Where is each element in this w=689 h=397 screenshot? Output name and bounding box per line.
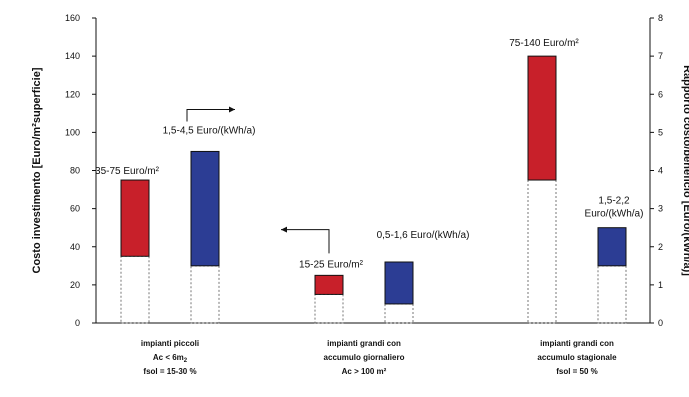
ratio-bar-dotted-base (597, 265, 627, 324)
y-right-axis-title: Rapporto costo/beneficio [Euro/(kWh/a)] (681, 65, 689, 276)
cost-bar-dotted-base (527, 179, 557, 324)
category-label-line-2: Ac < 6m2 (153, 353, 188, 364)
category-label-line-2: accumulo giornaliero (324, 353, 405, 362)
cost-bar-label: 15-25 Euro/m² (299, 259, 364, 270)
cost-bar-label: 35-75 Euro/m² (95, 166, 160, 177)
ratio-bar (384, 261, 414, 305)
category-label-line-1: impianti piccoli (141, 339, 199, 348)
ratio-bar-dotted-base (190, 265, 220, 324)
ratio-bar-label: 0,5-1,6 Euro/(kWh/a) (377, 230, 470, 241)
cost-bar-label: 75-140 Euro/m² (509, 38, 579, 49)
category-label-line-1: impianti grandi con (327, 339, 401, 348)
y-left-tick-label: 160 (65, 13, 80, 23)
y-right-tick-label: 0 (658, 318, 663, 328)
ratio-bar-label: 1,5-4,5 Euro/(kWh/a) (163, 125, 256, 136)
cost-bar (314, 274, 344, 295)
y-right-tick-label: 2 (658, 242, 663, 252)
ratio-bar-dotted-base (384, 303, 414, 324)
cost-bar (527, 55, 557, 181)
category-label-line-3: Ac > 100 m² (342, 367, 387, 376)
ratio-bar-label-line-2: Euro/(kWh/a) (585, 209, 644, 220)
cost-bar-dotted-base (314, 293, 344, 324)
y-left-tick-label: 40 (70, 242, 80, 252)
category-label-line-3: fsol = 15-30 % (143, 367, 196, 376)
y-right-tick-label: 7 (658, 51, 663, 61)
y-left-tick-label: 60 (70, 204, 80, 214)
category-label-line-1: impianti grandi con (540, 339, 614, 348)
y-left-tick-label: 20 (70, 280, 80, 290)
y-left-tick-label: 100 (65, 127, 80, 137)
y-left-tick-label: 80 (70, 166, 80, 176)
ratio-bar-label-line-1: 1,5-2,2 (598, 196, 630, 207)
y-right-tick-label: 3 (658, 204, 663, 214)
ratio-bar (597, 227, 627, 267)
cost-bar-dotted-base (120, 255, 150, 324)
category-label-line-3: fsol = 50 % (556, 367, 598, 376)
y-left-tick-label: 120 (65, 89, 80, 99)
arrow-right (186, 106, 235, 122)
cost-bar (120, 179, 150, 257)
y-right-tick-label: 6 (658, 89, 663, 99)
ratio-bar (190, 150, 220, 267)
y-right-tick-label: 8 (658, 13, 663, 23)
y-left-axis-title: Costo investimento [Euro/m²superficie] (31, 67, 43, 273)
y-right-tick-label: 5 (658, 127, 663, 137)
category-label-line-2: accumulo stagionale (537, 353, 617, 362)
y-right-tick-label: 1 (658, 280, 663, 290)
y-left-tick-label: 140 (65, 51, 80, 61)
arrow-left (281, 226, 330, 254)
y-right-tick-label: 4 (658, 166, 663, 176)
y-left-tick-label: 0 (75, 318, 80, 328)
